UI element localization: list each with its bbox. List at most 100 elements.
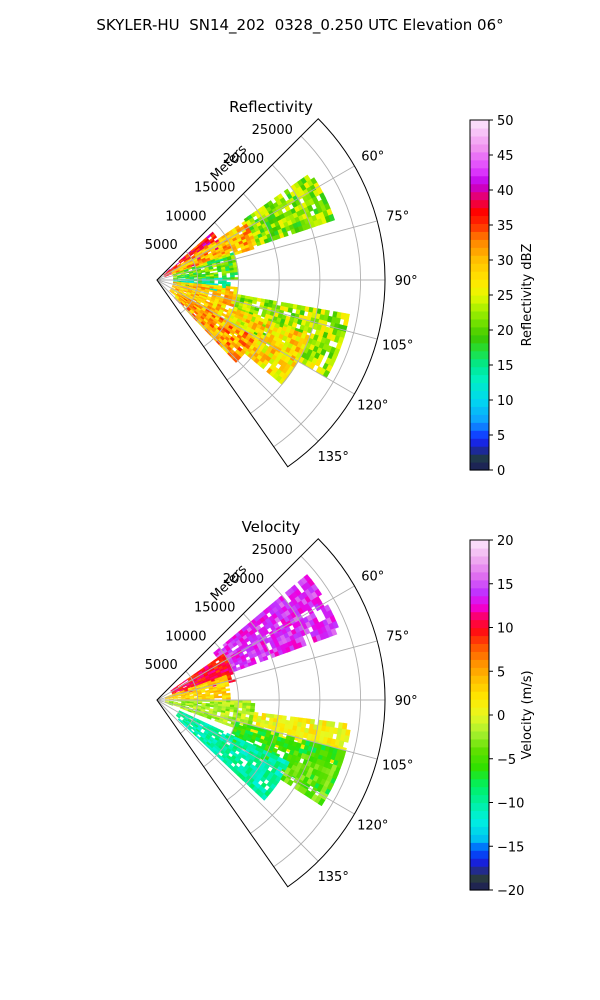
echo-cell: [306, 614, 314, 622]
echo-cell: [212, 292, 218, 296]
colorbar-segment: [470, 746, 489, 756]
echo-cell: [169, 701, 174, 703]
echo-cell: [225, 704, 231, 708]
echo-cell: [221, 268, 227, 272]
echo-cell: [169, 698, 174, 700]
colorbar-segment: [470, 462, 489, 471]
echo-cell: [231, 656, 238, 661]
echo-cell: [171, 270, 176, 274]
echo-cell: [197, 275, 203, 278]
echo-cell: [217, 689, 223, 693]
echo-cell: [176, 272, 181, 275]
echo-cell: [195, 291, 201, 294]
echo-cell: [231, 747, 237, 753]
echo-cell: [209, 701, 215, 704]
colorbar-tick-label: −20: [497, 884, 524, 899]
echo-cell: [195, 734, 201, 740]
echo-cell: [218, 665, 224, 670]
echo-cell: [175, 714, 180, 719]
echo-cell: [224, 683, 230, 687]
echo-cell: [344, 313, 350, 321]
echo-cell: [329, 615, 337, 624]
echo-cell: [285, 315, 291, 322]
colorbar-tick-label: 20: [497, 324, 514, 339]
echo-cell: [173, 278, 178, 280]
radar-panel-velocity: Velocity 5000 10000 15000 20000 25000 60° 75° 90…: [145, 518, 535, 899]
echo-cell: [229, 709, 235, 713]
echo-cell: [216, 250, 222, 255]
echo-cell: [207, 305, 212, 310]
colorbar-segment: [470, 611, 489, 621]
echo-cell: [181, 300, 186, 305]
echo-cell: [205, 273, 211, 276]
echo-cell: [208, 289, 214, 293]
colorbar-segment: [470, 547, 489, 557]
echo-cell: [210, 233, 216, 239]
echo-cell: [338, 722, 344, 730]
echo-cell: [206, 296, 212, 300]
echo-cell: [206, 313, 212, 319]
echo-cell: [228, 238, 234, 244]
echo-cell: [269, 717, 275, 723]
echo-cell: [194, 681, 199, 685]
echo-cell: [241, 708, 247, 712]
echo-cell: [322, 618, 330, 627]
echo-cell: [210, 298, 216, 303]
echo-cell: [221, 242, 227, 248]
echo-cell: [237, 351, 244, 358]
echo-cell: [200, 676, 206, 681]
echo-cell: [209, 231, 215, 237]
echo-cell: [211, 671, 217, 676]
echo-cell: [228, 343, 235, 350]
echo-cell: [178, 710, 184, 714]
colorbar-segment: [470, 183, 489, 193]
echo-cell: [196, 688, 202, 692]
echo-cell: [249, 783, 256, 790]
echo-cell: [204, 290, 210, 294]
echo-cell: [234, 277, 239, 280]
echo-cell: [215, 669, 221, 674]
echo-cell: [189, 695, 194, 697]
echo-cell: [295, 309, 301, 316]
colorbar-segment: [470, 135, 489, 145]
echo-cell: [308, 198, 316, 206]
echo-cell: [200, 289, 206, 293]
echo-cell: [200, 246, 205, 251]
echo-cell: [203, 324, 209, 329]
echo-cell: [199, 292, 205, 296]
echo-cell: [166, 269, 170, 273]
echo-cell: [201, 695, 207, 698]
colorbar-tick-label: 10: [497, 394, 514, 409]
echo-cell: [222, 275, 227, 278]
echo-cell: [215, 307, 221, 312]
echo-cell: [307, 600, 315, 609]
echo-cell: [194, 302, 200, 307]
echo-cell: [190, 262, 195, 266]
colorbar-tick-label: 30: [497, 254, 514, 269]
echo-cell: [259, 301, 266, 307]
echo-cell: [181, 274, 186, 277]
colorbar-segment: [470, 603, 489, 613]
echo-cell: [185, 693, 190, 696]
echo-cell: [163, 272, 168, 276]
colorbar-segment: [470, 406, 489, 415]
echo-cell: [183, 717, 189, 721]
echo-cell: [225, 286, 231, 289]
echo-cell: [324, 357, 332, 366]
echo-cell: [213, 275, 219, 279]
colorbar-segment: [470, 715, 489, 724]
range-tick-label: 10000: [165, 629, 206, 644]
echo-cell: [236, 666, 242, 671]
echo-cell: [203, 731, 208, 737]
echo-cell: [225, 692, 231, 696]
echo-cell: [196, 707, 202, 710]
echo-cell: [210, 727, 216, 732]
echo-cell: [229, 704, 235, 708]
echo-cell: [204, 674, 210, 679]
echo-cell: [191, 265, 197, 269]
colorbar-segment: [470, 199, 489, 209]
echo-cell: [184, 692, 190, 695]
colorbar-tick-label: 50: [497, 114, 514, 129]
echo-cell: [211, 715, 217, 720]
echo-cell: [165, 700, 170, 702]
